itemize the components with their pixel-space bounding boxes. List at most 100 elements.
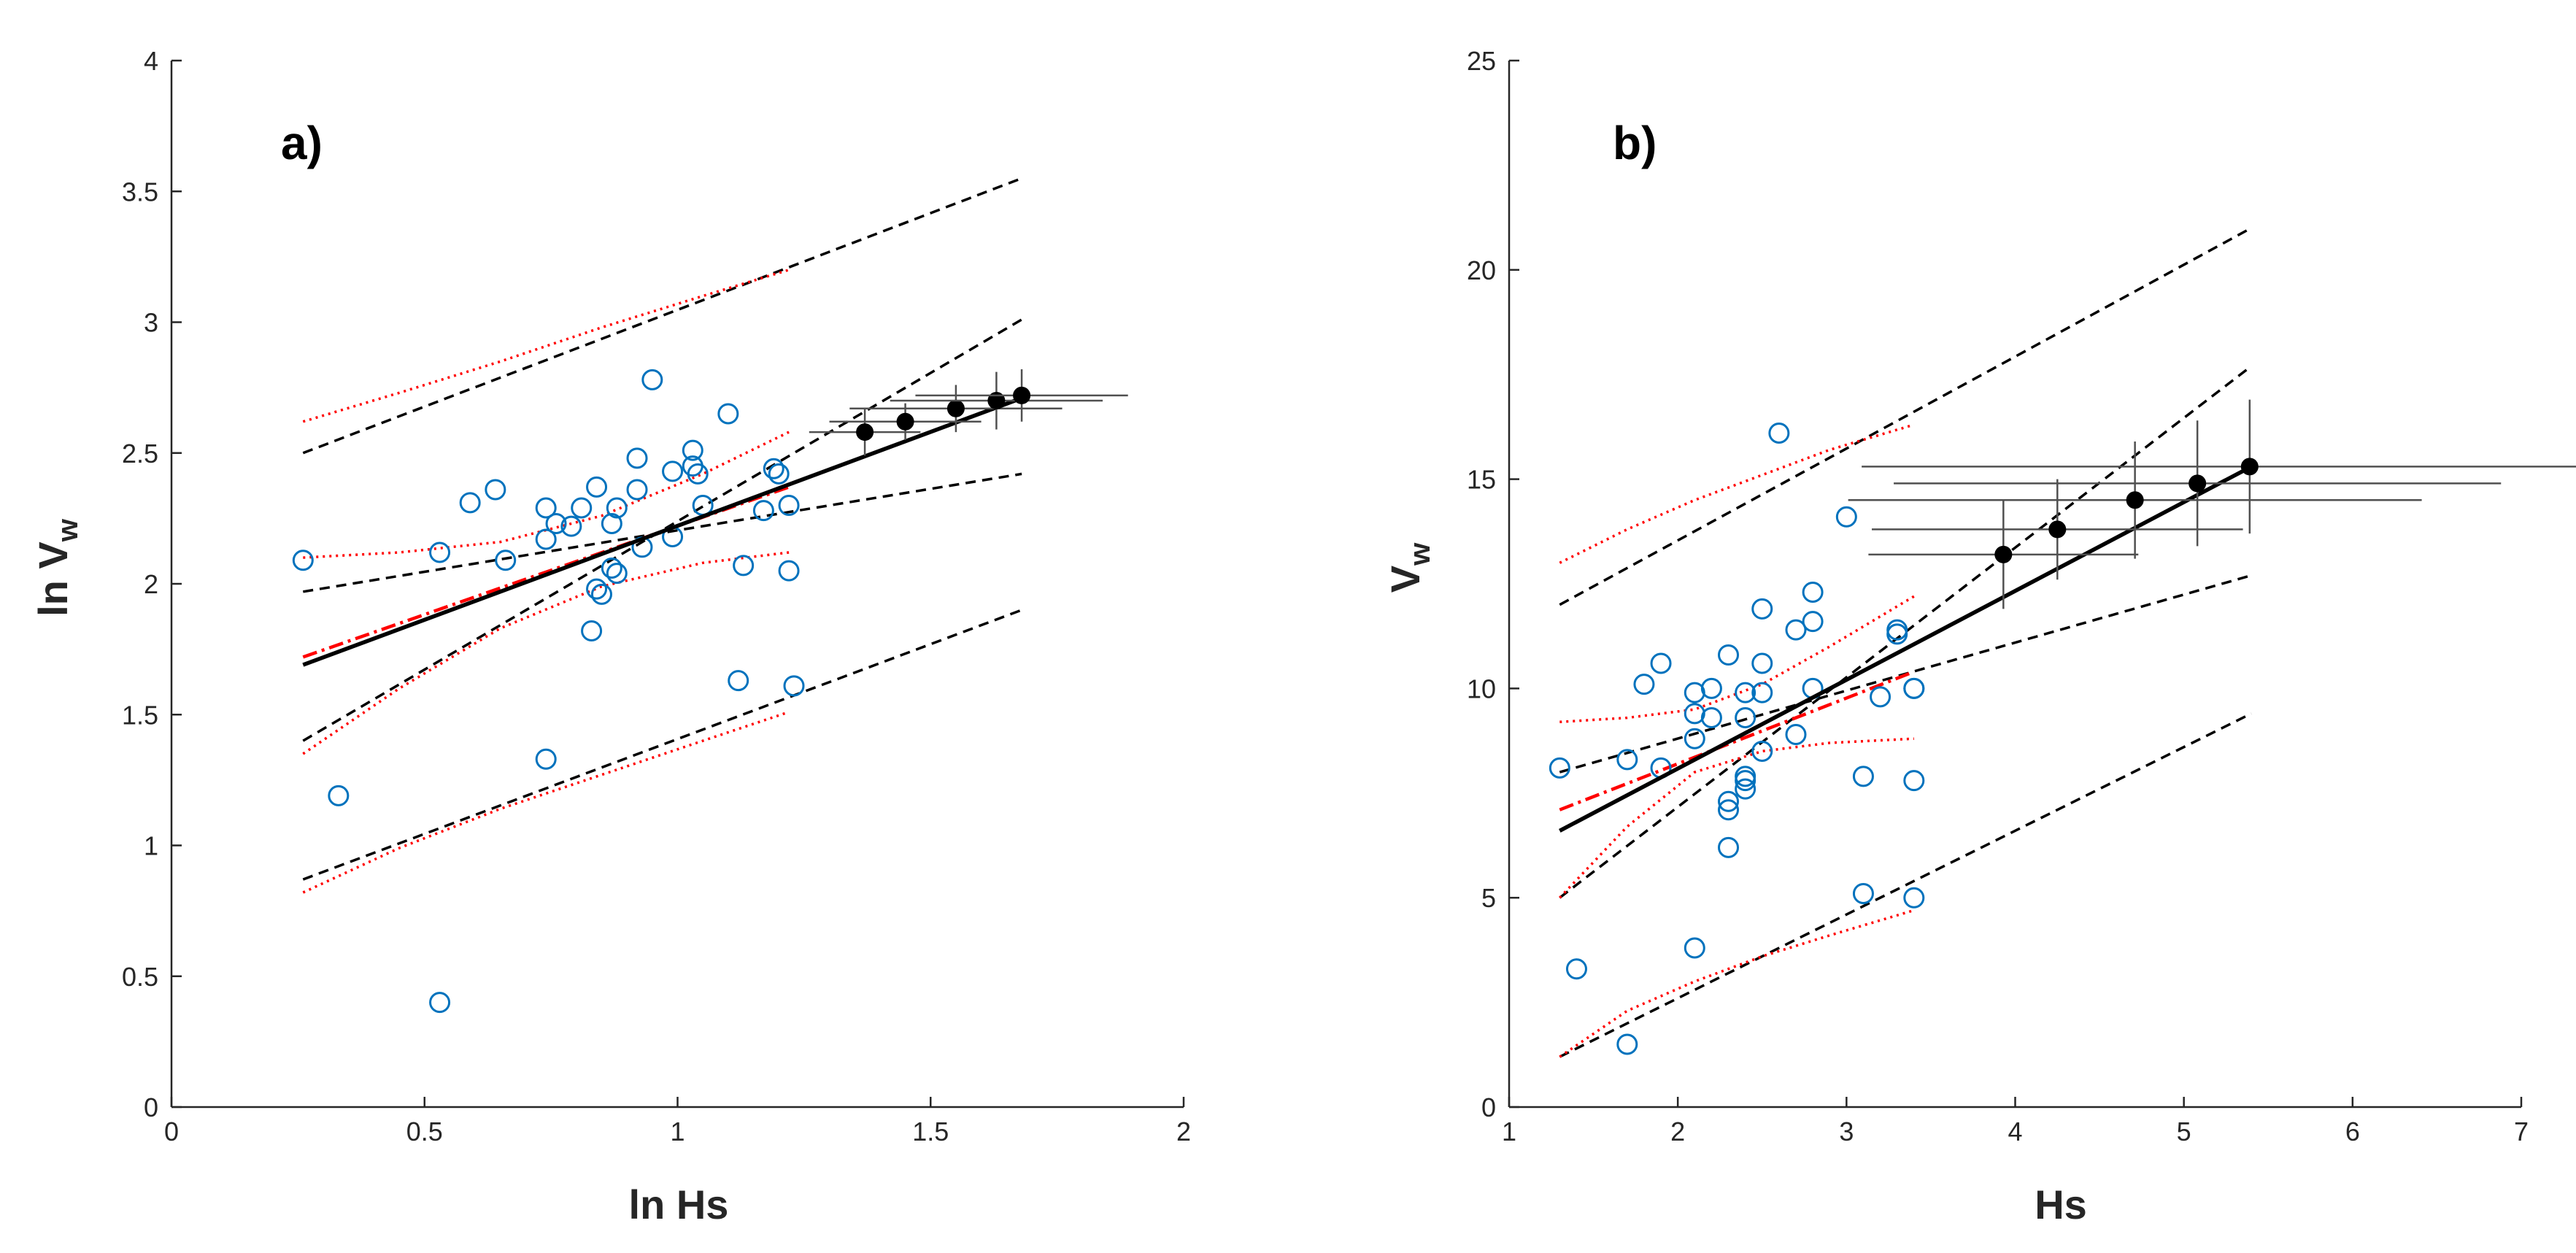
panel-a-projection-point <box>856 423 874 442</box>
panel-a-y-label-sub: w <box>52 518 84 542</box>
panel-a-projection-point <box>1013 386 1031 404</box>
panel-a-observation-point <box>733 555 755 577</box>
panel-b-x-tick-label: 3 <box>1839 1117 1854 1146</box>
panel-b-observation-point <box>1886 623 1908 645</box>
svg-text:ln Vw: ln Vw <box>30 518 84 617</box>
panel-b-observation-point <box>1785 619 1807 641</box>
panel-a-x-tick-label: 1.5 <box>912 1117 949 1146</box>
panel-a-x-tick-label: 0 <box>164 1117 179 1146</box>
panel-b-projection-point <box>2189 474 2207 493</box>
panel-a-observation-point <box>682 439 703 461</box>
panel-b-observation-point <box>1735 707 1756 729</box>
panel-b-observation-point <box>1751 740 1773 762</box>
panel-b-observation-point <box>1802 581 1824 603</box>
panel-a-observation-point <box>778 560 800 582</box>
panel-b-black-dashed-band <box>1559 365 2253 899</box>
panel-a-black-dashed-band <box>302 609 1022 881</box>
panel-b-observation-point <box>1549 757 1570 779</box>
panel-b-x-tick-label: 6 <box>2345 1117 2360 1146</box>
panel-a-y-tick-label: 4 <box>144 46 158 76</box>
panel-a-y-tick-label: 1.5 <box>122 700 158 730</box>
panel-b-y-tick-label: 0 <box>1481 1092 1496 1122</box>
panel-a-observation-point <box>768 463 790 485</box>
panel-b-red-dotted-band <box>1559 595 1915 724</box>
panel-b-observation-point <box>1751 682 1773 703</box>
panel-b-y-label-main: V <box>1382 566 1428 593</box>
panel-a-observation-point <box>783 675 805 697</box>
panel-a-observation-point <box>728 670 749 692</box>
panel-a-y-tick-label: 2.5 <box>122 439 158 469</box>
panel-b-observation-point <box>1870 686 1891 708</box>
panel-a-observation-point <box>641 369 663 390</box>
panel-b-red-dotted-band <box>1559 909 1915 1058</box>
panel-a-observation-point <box>606 497 628 519</box>
panel-b-observation-point <box>1633 674 1655 695</box>
panel-b-observation-point <box>1802 611 1824 633</box>
panel-b-observation-point <box>1835 506 1857 528</box>
panel-a-observation-point <box>626 479 648 501</box>
panel-b-x-tick-label: 4 <box>2008 1117 2022 1146</box>
panel-a-y-tick-label: 0.5 <box>122 962 158 992</box>
panel-b-y-tick-label: 15 <box>1467 465 1496 495</box>
panel-a-projection-point <box>896 412 914 431</box>
panel-b-black-dashed-band <box>1559 712 2252 1058</box>
panel-b-regression-line <box>1559 464 2253 833</box>
panel-a: a) ln Hs ln Vw 0 0.5 1 1.5 2 0 0.5 1 1.5 2 2.5 3 3.5… <box>30 46 1191 1227</box>
panel-b-projection-point <box>2240 458 2259 476</box>
panel-b-observation-point <box>1650 652 1672 674</box>
panel-a-y-tick-label: 0 <box>144 1092 158 1122</box>
panel-a-y-tick-label: 2 <box>144 569 158 599</box>
panel-b-x-tick-label: 5 <box>2177 1117 2191 1146</box>
panel-a-observation-point <box>662 460 684 482</box>
panel-a-observation-point <box>586 476 608 498</box>
panel-a-observation-point <box>752 500 774 522</box>
panel-b-observation-point <box>1735 770 1756 792</box>
panel-b-observation-point <box>1718 644 1740 666</box>
panel-b-red-regression-line <box>1559 670 1915 811</box>
panel-a-y-tick-label: 3.5 <box>122 177 158 207</box>
panel-a-observation-point <box>763 458 784 479</box>
panel-b-observation-point <box>1903 770 1925 792</box>
panel-a-observation-point <box>535 497 557 519</box>
panel-a-observation-point <box>606 563 628 585</box>
panel-b-observation-point <box>1768 423 1790 444</box>
panel-a-x-tick-label: 2 <box>1176 1117 1191 1146</box>
panel-a-observation-point <box>571 497 593 519</box>
panel-b-y-tick-label: 20 <box>1467 255 1496 285</box>
panel-a-observation-point <box>292 550 314 571</box>
panel-b-projection-point <box>2048 520 2067 539</box>
panel-a-y-tick-label: 1 <box>144 831 158 861</box>
panel-b-observation-point <box>1700 677 1722 699</box>
panel-b-observation-point <box>1903 677 1925 699</box>
panel-a-black-dashed-band <box>302 318 1022 742</box>
panel-b-observation-point <box>1684 937 1705 959</box>
panel-a-observation-point <box>485 479 506 501</box>
panel-a-observation-point <box>429 992 451 1014</box>
panel-a-observation-point <box>535 748 557 770</box>
panel-a-projection-point <box>987 392 1006 410</box>
panel-b-observation-point <box>1852 766 1874 787</box>
panel-b-red-dotted-band <box>1559 423 1915 564</box>
panel-b-observation-point <box>1718 790 1740 812</box>
panel-a-label: a) <box>281 117 323 169</box>
panel-a-red-dotted-band <box>303 431 790 559</box>
panel-a-black-dashed-band <box>302 177 1022 455</box>
panel-b-observation-point <box>1684 728 1705 749</box>
panel-a-observation-point <box>545 513 567 535</box>
panel-a-y-label-main: ln V <box>30 541 76 617</box>
panel-a-y-axis-label: ln Vw <box>30 518 84 617</box>
panel-a-observation-point <box>560 515 582 537</box>
panel-a-observation-point <box>590 583 612 605</box>
panel-a-observation-point <box>586 578 608 600</box>
panel-b-observation-point <box>1852 882 1874 904</box>
panel-b-x-axis-label: Hs <box>2035 1181 2087 1227</box>
panel-b-x-tick-label: 2 <box>1670 1117 1685 1146</box>
panel-b-observation-point <box>1616 1033 1638 1055</box>
panel-a-observation-point <box>459 492 481 514</box>
panel-a-observation-point <box>601 513 622 535</box>
panel-b-observation-point <box>1565 958 1587 980</box>
panel-a-x-tick-label: 0.5 <box>406 1117 443 1146</box>
panel-a-observation-point <box>778 494 800 516</box>
